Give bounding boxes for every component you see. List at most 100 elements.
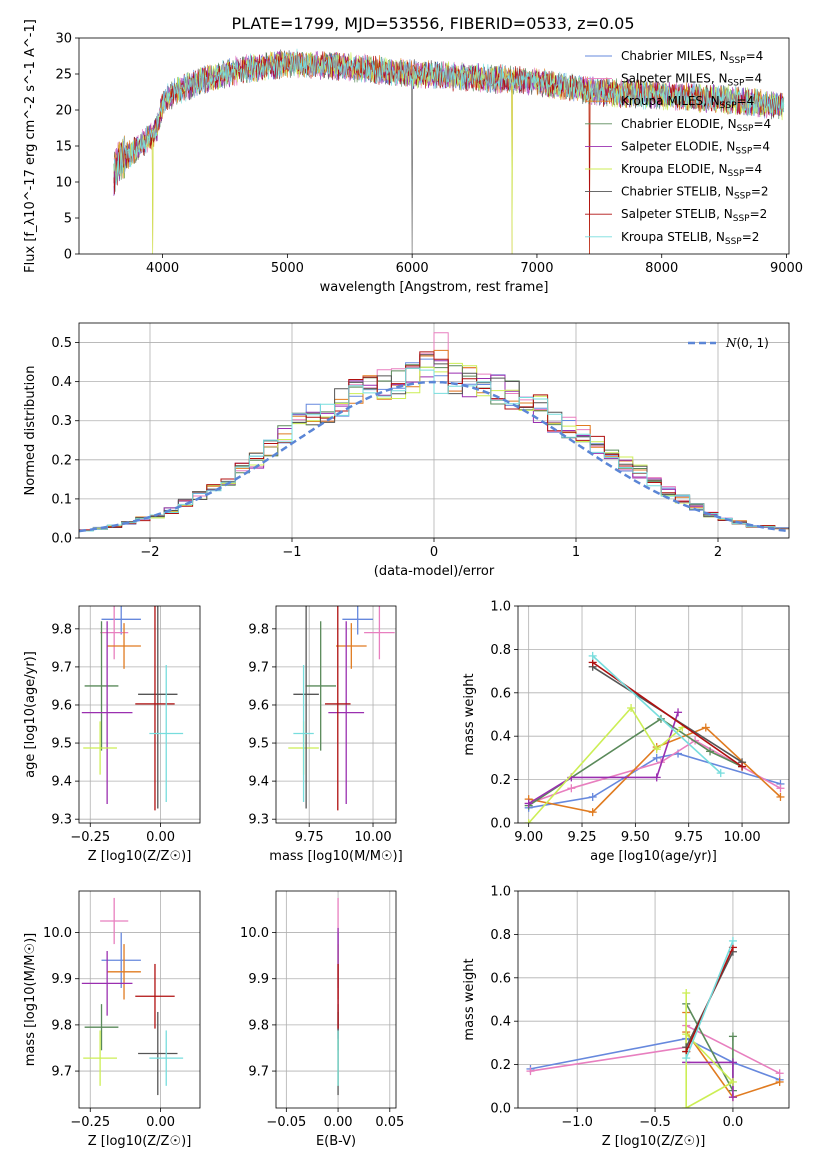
age_vs_mass-xlabel: mass [log10(M/M☉)] [269,849,402,864]
age_vs_mass-point [325,606,351,811]
weight_vs_Z-series-8 [685,940,734,1059]
age_vs_Z-point [135,606,175,811]
mass_vs_Z-plot [81,897,184,1096]
residuals-ytick-label: 0.3 [51,414,72,429]
age_vs_mass-point [336,623,367,669]
legend-entry: Chabrier STELIB, NSSP=2 [621,185,769,202]
mass_vs_Z-point [149,1030,184,1086]
spectrum-ylabel: Flux [f_λ10^-17 erg cm^-2 s^-1 A^-1] [23,19,38,273]
mass_vs_EBV-xtick-label: 0.05 [375,1115,404,1130]
spectrum-xtick-label: 8000 [645,261,678,276]
mass_vs_Z-xtick-label: 0.00 [146,1115,175,1130]
residuals-legend: N(0, 1) [688,336,769,350]
weight_vs_age-ytick-label: 0.2 [490,773,511,788]
residuals-xtick-label: 0 [430,545,438,560]
weight_vs_age-ytick-label: 1.0 [490,600,511,615]
mass_vs_Z-point [107,944,141,1000]
weight_vs_Z-marker [526,1067,535,1076]
legend-entry: N(0, 1) [725,336,769,350]
residuals-axes: −2 −1 0 1 2 0.0 0.1 0.2 0.3 0.4 0.5 (data-model)/er… [23,322,790,579]
legend-entry: Chabrier MILES, NSSP=4 [621,49,763,66]
weight_vs_age-xlabel: age [log10(age/yr)] [590,849,717,864]
age_vs_Z-xlabel: Z [log10(Z/Z☉)] [88,849,192,864]
age_vs_Z-point [138,606,178,809]
age_vs_Z-ytick-label: 9.4 [51,775,72,790]
mass_vs_EBV-xtick-label: −0.05 [266,1115,306,1130]
weight_vs_age-marker [524,799,533,808]
residual-hist-1 [79,332,789,531]
mass_vs_Z-ylabel: mass [log10(M/M☉)] [23,933,38,1066]
residuals-ylabel: Normed distribution [23,366,38,496]
mass_vs_EBV-ytick-label: 9.8 [248,1018,269,1033]
weight_vs_age-marker [776,784,785,793]
age_vs_Z-point [101,606,141,635]
spectrum-xtick-label: 4000 [146,261,179,276]
age_vs_Z-xtick-label: 0.00 [146,830,175,845]
spectrum-plot [113,48,785,254]
weight_vs_age-marker [776,792,785,801]
weight_vs_Z-ytick-label: 0.4 [490,1015,511,1030]
weight_vs_age-series-2 [528,726,782,813]
weight_vs_Z-xlabel: Z [log10(Z/Z☉)] [602,1134,706,1149]
age_vs_Z-ytick-label: 9.7 [51,660,72,675]
weight_vs_Z-ytick-label: 0.2 [490,1058,511,1073]
weight_vs_age-series-4 [528,712,679,805]
age_vs_mass-point [293,606,319,809]
spectrum-ytick-label: 30 [55,32,72,47]
weight_vs_Z-marker [728,1077,737,1086]
weight_vs_Z-marker [775,1077,784,1086]
weight_vs_age-marker [716,769,725,778]
weight_vs_age-frame [517,605,790,824]
mass_vs_Z-point [83,1030,117,1086]
spectrum-xtick-label: 6000 [396,261,429,276]
weight_vs_Z-marker [682,1104,691,1108]
mass_vs_Z-xtick-label: −0.25 [70,1115,110,1130]
weight_vs_age-ytick-label: 0.4 [490,730,511,745]
weight_vs_age-xtick-label: 10.00 [723,830,760,845]
weight_vs_age-series-3 [528,717,743,807]
residuals-ytick-label: 0.1 [51,492,72,507]
spectrum-ytick-label: 15 [55,140,72,155]
weight_vs_age-marker [588,651,597,660]
residuals-xtick-label: −2 [140,545,159,560]
weight_vs_age-marker [652,745,661,754]
spectrum-axes: 4000 5000 6000 7000 8000 9000 0 5 10 15 20 25 30 wave… [23,19,803,295]
legend-entry: Salpeter STELIB, NSSP=2 [621,207,767,224]
residuals-plot [79,332,789,533]
weight_vs_age-series-7 [592,661,743,768]
residuals-ytick-label: 0.4 [51,375,72,390]
residuals-ytick-label: 0.0 [51,532,72,547]
weight_vs_Z-marker [728,936,737,945]
age_vs_mass-frame [275,605,397,824]
weight_vs_age-marker [652,773,661,782]
spectrum-xtick-label: 9000 [770,261,803,276]
mass_vs_Z-point [84,1004,119,1051]
age_vs_Z-xtick-label: −0.25 [70,830,110,845]
weight_vs_age-marker [627,703,636,712]
weight_vs_Z-ytick-label: 1.0 [490,885,511,900]
weight_vs_age-series-8 [592,655,722,774]
age_vs_mass-ytick-label: 9.8 [248,622,269,637]
weight_vs_age-marker [706,747,715,756]
weight_vs_age-plot [524,651,785,823]
age_vs_Z-ytick-label: 9.8 [51,622,72,637]
weight_vs_age-ytick-label: 0.6 [490,686,511,701]
mass_vs_EBV-ytick-label: 10.0 [240,926,269,941]
spectrum-xlabel: wavelength [Angstrom, rest frame] [320,280,549,295]
mass_vs_Z-point [135,963,175,1029]
weight_vs_Z-marker [728,1032,737,1041]
weight_vs_Z-marker [775,1069,784,1078]
age_vs_mass-point [328,621,365,804]
spectrum-ytick-label: 10 [55,176,72,191]
age_vs_Z-ytick-label: 9.5 [51,737,72,752]
residuals-xlabel: (data-model)/error [374,564,495,579]
age_vs_mass-point [342,606,374,635]
spectrum-ytick-label: 5 [64,212,72,227]
weight_vs_Z-plot [526,936,784,1108]
mass_vs_Z-axes: −0.25 0.00 9.7 9.8 9.9 10.0 Z [log10(Z/Z☉)] mas… [23,890,201,1149]
legend-entry: Kroupa ELODIE, NSSP=4 [621,162,762,179]
weight_vs_Z-xtick-label: 0.0 [723,1115,744,1130]
weight_vs_age-series-5 [528,706,683,823]
weight_vs_Z-ytick-label: 0.6 [490,971,511,986]
